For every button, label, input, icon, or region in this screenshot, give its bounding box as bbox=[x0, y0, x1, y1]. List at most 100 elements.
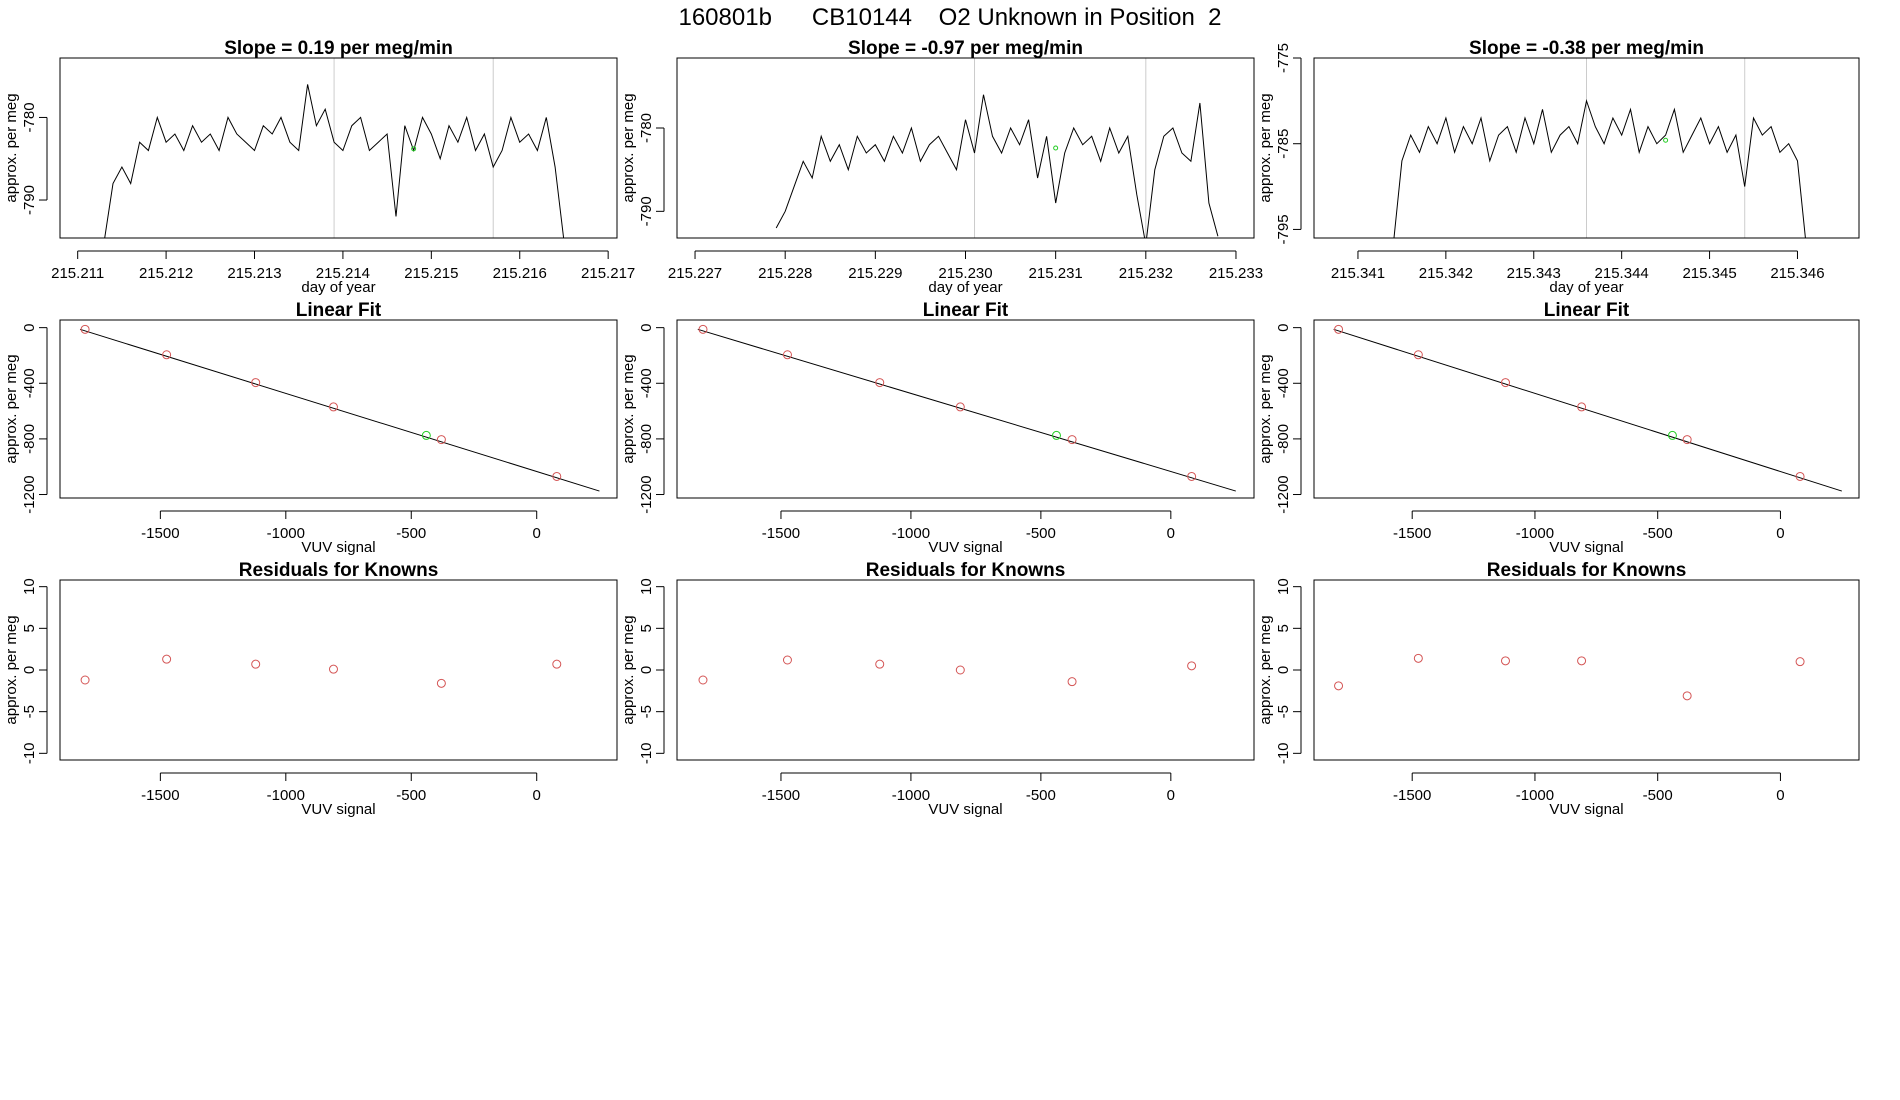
x-tick-label: 215.215 bbox=[404, 265, 458, 282]
y-tick-label: 0 bbox=[638, 666, 655, 674]
plot-frame bbox=[1313, 319, 1860, 499]
x-tick-label: 215.233 bbox=[1209, 265, 1263, 282]
x-tick-label: 0 bbox=[1167, 787, 1175, 804]
chart-title: Residuals for Knowns bbox=[239, 560, 439, 581]
unknown-point bbox=[421, 430, 431, 440]
x-axis-label: VUV signal bbox=[928, 539, 1002, 556]
x-tick-label: 215.212 bbox=[139, 265, 193, 282]
known-point bbox=[1187, 471, 1197, 481]
plot-frame bbox=[1313, 579, 1860, 761]
plot-frame bbox=[59, 57, 618, 239]
y-tick-label: -400 bbox=[1275, 368, 1292, 398]
chart-panel-3: Slope = -0.38 per meg/min 215.341 215.342 2… bbox=[1257, 38, 1860, 296]
y-tick-label: -795 bbox=[1275, 214, 1292, 244]
y-tick-label: 0 bbox=[638, 323, 655, 331]
plot-frame bbox=[1313, 57, 1860, 239]
x-tick-label: -500 bbox=[1643, 525, 1673, 542]
chart-title: Linear Fit bbox=[923, 300, 1009, 321]
known-point bbox=[875, 378, 885, 388]
x-axis-label: day of year bbox=[928, 279, 1002, 296]
x-tick-label: 215.217 bbox=[581, 265, 635, 282]
y-axis-label: approx. per meg bbox=[1257, 615, 1274, 724]
x-tick-label: -500 bbox=[1643, 787, 1673, 804]
y-tick-label: 10 bbox=[1275, 578, 1292, 595]
y-tick-label: 0 bbox=[21, 666, 38, 674]
y-tick-label: 5 bbox=[1275, 624, 1292, 632]
y-tick-label: -775 bbox=[1275, 43, 1292, 73]
known-point bbox=[328, 664, 338, 674]
known-point bbox=[1334, 324, 1344, 334]
y-axis-label: approx. per meg bbox=[1257, 93, 1274, 202]
chart-title: Slope = -0.38 per meg/min bbox=[1469, 38, 1704, 59]
chart-panel-8: Residuals for Knowns -1500 -1000 -500 0 VUV s… bbox=[620, 560, 1255, 818]
x-tick-label: 215.211 bbox=[51, 265, 104, 282]
y-tick-label: 5 bbox=[21, 624, 38, 632]
x-tick-label: 215.231 bbox=[1029, 265, 1083, 282]
unknown-point bbox=[1051, 430, 1061, 440]
chart-panel-7: Residuals for Knowns -1500 -1000 -500 0 VUV s… bbox=[3, 560, 618, 818]
y-tick-label: -5 bbox=[638, 705, 655, 718]
unknown-point bbox=[1667, 430, 1677, 440]
unknown-point bbox=[1663, 137, 1669, 143]
x-tick-label: 0 bbox=[533, 525, 541, 542]
x-tick-label: 215.228 bbox=[758, 265, 812, 282]
y-tick-label: -790 bbox=[21, 185, 38, 215]
x-tick-label: 215.344 bbox=[1595, 265, 1649, 282]
y-tick-label: -785 bbox=[1275, 129, 1292, 159]
x-tick-label: 215.343 bbox=[1507, 265, 1561, 282]
known-point bbox=[875, 659, 885, 669]
known-point bbox=[1067, 677, 1077, 687]
known-point bbox=[1334, 681, 1344, 691]
x-tick-label: -1500 bbox=[141, 525, 179, 542]
x-tick-label: 215.216 bbox=[493, 265, 547, 282]
x-tick-label: -500 bbox=[1026, 525, 1056, 542]
y-tick-label: -5 bbox=[21, 705, 38, 718]
chart-panel-9: Residuals for Knowns -1500 -1000 -500 0 VUV s… bbox=[1257, 560, 1860, 818]
x-tick-label: -500 bbox=[1026, 787, 1056, 804]
x-axis-label: VUV signal bbox=[301, 801, 375, 818]
known-point bbox=[80, 675, 90, 685]
chart-title: Residuals for Knowns bbox=[866, 560, 1066, 581]
x-axis-label: VUV signal bbox=[1549, 539, 1623, 556]
page-title: 160801b CB10144 O2 Unknown in Position 2 bbox=[678, 4, 1221, 31]
x-axis-label: VUV signal bbox=[928, 801, 1002, 818]
x-tick-label: 0 bbox=[1776, 525, 1784, 542]
known-point bbox=[1795, 657, 1805, 667]
x-tick-label: 215.230 bbox=[938, 265, 992, 282]
x-tick-label: -1000 bbox=[1516, 525, 1554, 542]
x-axis-label: day of year bbox=[301, 279, 375, 296]
known-point bbox=[328, 402, 338, 412]
x-axis-label: VUV signal bbox=[1549, 801, 1623, 818]
x-tick-label: 0 bbox=[533, 787, 541, 804]
x-tick-label: 215.232 bbox=[1119, 265, 1173, 282]
y-tick-label: 0 bbox=[1275, 666, 1292, 674]
chart-panel-6: Linear Fit -1500 -1000 -500 0 VUV signal 0 -400… bbox=[1257, 300, 1860, 556]
known-point bbox=[1067, 435, 1077, 445]
y-tick-label: -800 bbox=[1275, 424, 1292, 454]
known-point bbox=[436, 435, 446, 445]
x-tick-label: 215.213 bbox=[227, 265, 281, 282]
x-axis-label: day of year bbox=[1549, 279, 1623, 296]
y-tick-label: -1200 bbox=[21, 475, 38, 513]
known-point bbox=[251, 378, 261, 388]
chart-panel-4: Linear Fit -1500 -1000 -500 0 VUV signal 0 -400… bbox=[3, 300, 618, 556]
fit-line bbox=[1333, 328, 1842, 492]
x-tick-label: 0 bbox=[1776, 787, 1784, 804]
x-tick-label: -1500 bbox=[1393, 787, 1431, 804]
known-point bbox=[1577, 402, 1587, 412]
chart-panel-5: Linear Fit -1500 -1000 -500 0 VUV signal 0 -400… bbox=[620, 300, 1255, 556]
chart-title: Slope = 0.19 per meg/min bbox=[224, 38, 453, 59]
known-point bbox=[552, 471, 562, 481]
y-tick-label: 0 bbox=[1275, 323, 1292, 331]
x-tick-label: -1500 bbox=[762, 525, 800, 542]
known-point bbox=[251, 659, 261, 669]
y-tick-label: 5 bbox=[638, 624, 655, 632]
y-tick-label: -400 bbox=[21, 368, 38, 398]
chart-panel-1: Slope = 0.19 per meg/min 215.211 215.212 21… bbox=[3, 38, 635, 296]
known-point bbox=[1413, 653, 1423, 663]
series-line bbox=[1393, 99, 1806, 238]
known-point bbox=[782, 350, 792, 360]
known-point bbox=[1795, 471, 1805, 481]
x-tick-label: 215.341 bbox=[1331, 265, 1385, 282]
